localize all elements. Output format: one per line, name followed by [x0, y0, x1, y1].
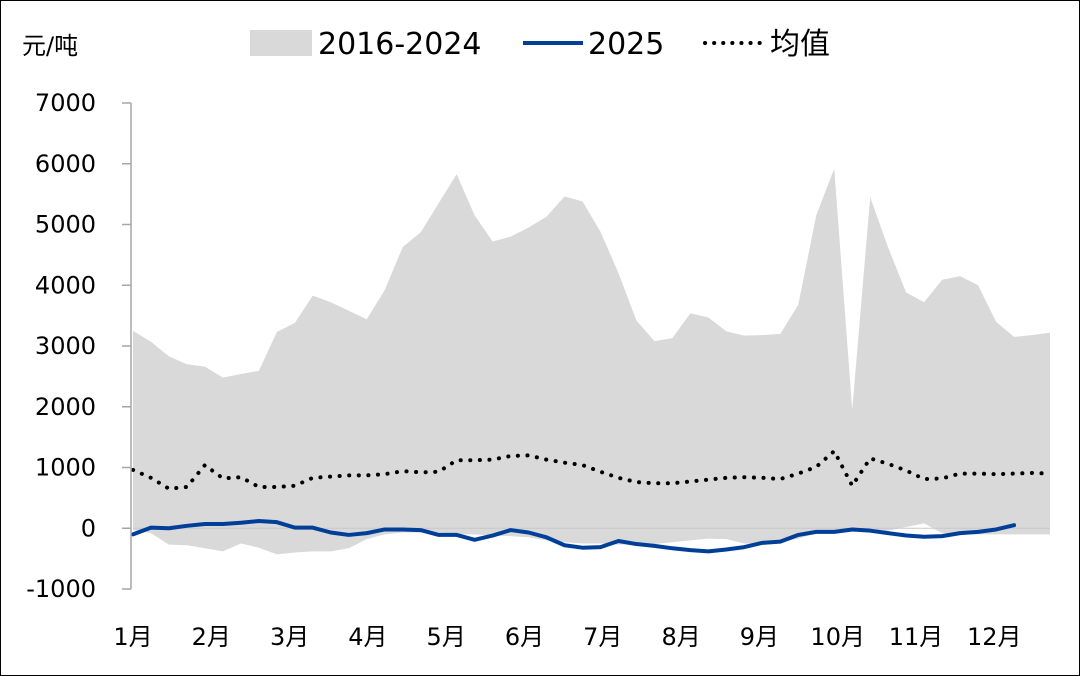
- y-tick-label: 7000: [35, 89, 96, 117]
- legend-current-label: 2025: [588, 27, 664, 62]
- x-tick-label: 4月: [348, 623, 387, 651]
- y-tick-label: 4000: [35, 271, 96, 299]
- line-2025: [131, 518, 1017, 554]
- legend-mean-label: 均值: [770, 27, 830, 62]
- y-unit-label: 元/吨: [22, 32, 78, 60]
- x-tick-label: 9月: [740, 623, 779, 651]
- y-tick-label: 6000: [35, 150, 96, 178]
- y-tick-label: -1000: [26, 575, 96, 603]
- range-area-2016-2024: [133, 168, 1050, 555]
- y-tick-label: 0: [81, 514, 96, 542]
- x-tick-label: 6月: [505, 623, 544, 651]
- y-tick-label: 3000: [35, 332, 96, 360]
- legend-range-label: 2016-2024: [318, 27, 482, 62]
- y-tick-label: 2000: [35, 393, 96, 421]
- x-tick-label: 8月: [661, 623, 700, 651]
- x-tick-label: 3月: [270, 623, 309, 651]
- legend-range-swatch: [250, 30, 312, 56]
- x-tick-label: 1月: [113, 623, 152, 651]
- x-tick-label: 10月: [810, 623, 865, 651]
- x-tick-label: 2月: [192, 623, 231, 651]
- y-tick-label: 1000: [35, 454, 96, 482]
- x-tick-label: 11月: [889, 623, 944, 651]
- legend: 2016-2024 2025 均值: [250, 27, 830, 62]
- y-tick-label: 5000: [35, 211, 96, 239]
- x-tick-label: 5月: [427, 623, 466, 651]
- x-tick-label: 12月: [967, 623, 1022, 651]
- mean-line: [131, 447, 1052, 491]
- x-tick-label: 7月: [583, 623, 622, 651]
